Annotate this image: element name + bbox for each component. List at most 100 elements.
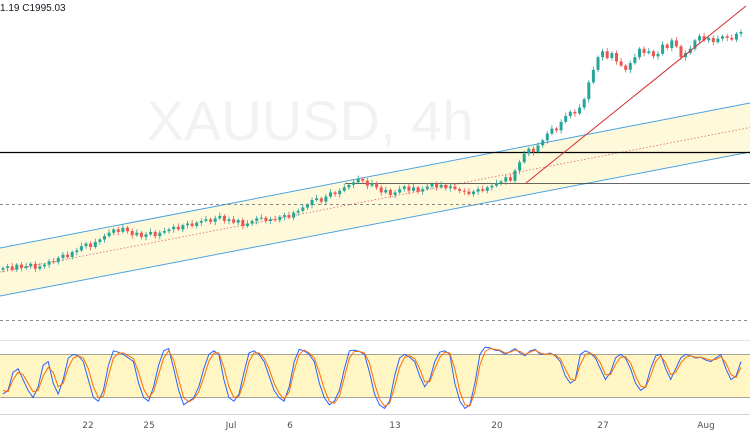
candle-body xyxy=(47,261,51,265)
candle-body xyxy=(287,215,291,218)
candle-body xyxy=(435,184,439,188)
candle-body xyxy=(388,189,392,195)
x-tick-label: Aug xyxy=(697,421,715,430)
candle-body xyxy=(559,121,563,131)
drawing-overlays[interactable] xyxy=(525,5,747,184)
candle-body xyxy=(679,46,683,58)
candle-body xyxy=(79,246,83,251)
candle-body xyxy=(301,207,305,211)
stochastic-pane xyxy=(0,340,750,410)
candle-body xyxy=(93,242,97,247)
candle-body xyxy=(656,53,660,57)
candle-body xyxy=(734,33,738,40)
candle-body xyxy=(693,40,697,49)
candle-body xyxy=(255,218,259,221)
candle-body xyxy=(674,40,678,47)
candle-body xyxy=(582,99,586,108)
candle-body xyxy=(725,36,729,38)
candle-body xyxy=(356,179,360,183)
candle-body xyxy=(730,37,734,40)
candle-body xyxy=(29,263,33,267)
candle-body xyxy=(98,239,102,242)
candle-body xyxy=(158,232,162,237)
candle-body xyxy=(139,232,143,237)
candle-body xyxy=(181,225,185,230)
candle-body xyxy=(651,51,655,57)
candle-body xyxy=(236,220,240,223)
candle-body xyxy=(407,186,411,191)
candle-body xyxy=(232,219,236,223)
candle-body xyxy=(421,189,425,192)
candle-body xyxy=(292,212,296,218)
candle-body xyxy=(324,196,328,202)
candle-body xyxy=(591,69,595,83)
candle-body xyxy=(315,198,319,200)
candle-body xyxy=(246,223,249,226)
candle-body xyxy=(661,44,665,54)
candle-body xyxy=(33,263,37,269)
stoch-d-line xyxy=(2,348,742,407)
candle-body xyxy=(550,128,554,134)
x-tick-label: 20 xyxy=(491,421,503,430)
candle-body xyxy=(282,215,286,217)
x-tick-label: 22 xyxy=(82,421,93,430)
candle-body xyxy=(458,189,462,191)
candle-body xyxy=(481,189,485,191)
candle-body xyxy=(467,191,471,195)
candle-body xyxy=(167,229,171,232)
candle-body xyxy=(347,184,351,188)
candle-body xyxy=(116,229,120,232)
candle-body xyxy=(264,217,268,221)
candle-body xyxy=(384,189,388,193)
candle-body xyxy=(352,182,356,185)
candle-body xyxy=(361,179,365,181)
x-tick-label: 13 xyxy=(389,421,400,430)
candle-body xyxy=(430,184,434,187)
candle-body xyxy=(605,51,609,58)
x-tick-label: 25 xyxy=(143,421,154,430)
candle-body xyxy=(448,186,452,189)
candle-body xyxy=(103,236,106,240)
candle-body xyxy=(564,116,568,122)
candle-body xyxy=(527,148,531,154)
candle-body xyxy=(716,38,720,43)
candle-body xyxy=(149,231,153,235)
candle-body xyxy=(75,250,79,253)
candle-body xyxy=(310,200,314,205)
candle-body xyxy=(425,186,429,189)
candle-body xyxy=(439,184,443,188)
candle-body xyxy=(531,148,535,153)
candle-body xyxy=(518,162,522,171)
candle-body xyxy=(6,266,10,268)
x-tick-label: 27 xyxy=(597,421,608,430)
candle-body xyxy=(472,191,475,195)
candle-body xyxy=(84,243,88,247)
candle-body xyxy=(513,170,517,181)
candle-body xyxy=(199,221,203,223)
candle-body xyxy=(647,51,651,53)
candle-body xyxy=(545,133,549,141)
candle-body xyxy=(319,198,323,202)
candle-body xyxy=(453,186,457,189)
candle-body xyxy=(296,210,300,213)
candle-body xyxy=(218,215,222,219)
candle-body xyxy=(398,189,402,193)
stoch-k-line xyxy=(2,346,742,410)
candle-body xyxy=(227,219,231,221)
candle-body xyxy=(365,180,369,186)
candle-body xyxy=(601,51,605,58)
candle-body xyxy=(121,227,125,232)
candle-body xyxy=(555,128,558,131)
horizontal-levels[interactable] xyxy=(0,151,750,321)
x-tick-label: 6 xyxy=(287,421,293,430)
candle-body xyxy=(195,222,199,226)
candle-body xyxy=(209,219,213,222)
candle-body xyxy=(269,219,272,221)
candle-body xyxy=(329,192,332,197)
candle-body xyxy=(393,192,397,195)
channel-lower-line xyxy=(0,151,750,297)
candle-body xyxy=(633,57,637,64)
candle-body xyxy=(259,217,263,219)
candle-body xyxy=(485,187,489,191)
